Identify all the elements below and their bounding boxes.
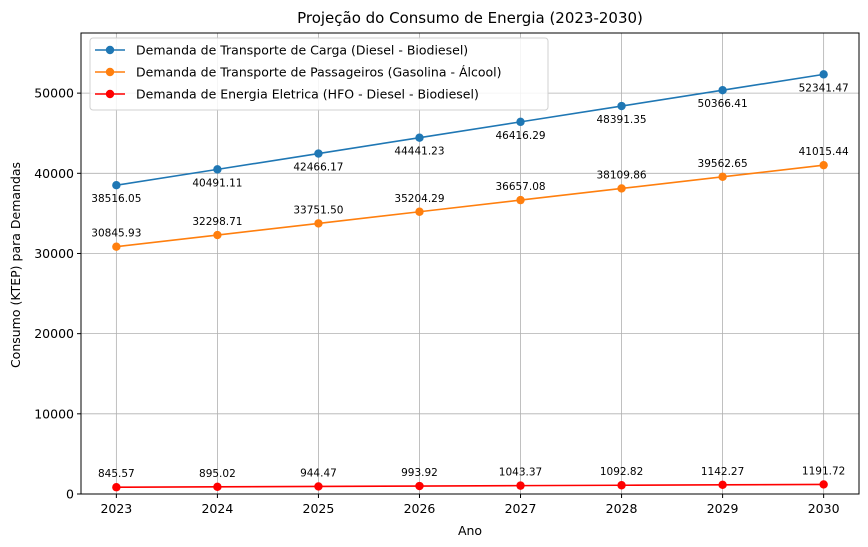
legend-entry: Demanda de Transporte de Passageiros (Ga…: [136, 65, 502, 80]
data-point: [819, 70, 828, 79]
plot-frame: [80, 32, 860, 495]
x-tick-label: 2023: [100, 501, 132, 516]
data-point: [112, 181, 121, 190]
data-label: 1092.82: [600, 466, 643, 478]
data-point: [516, 195, 525, 205]
data-label: 993.92: [401, 467, 438, 479]
x-tick-label: 2029: [707, 501, 739, 516]
data-label: 52341.47: [799, 82, 849, 94]
y-tick-label: 0: [66, 487, 74, 502]
data-point: [314, 149, 323, 158]
data-label: 46416.29: [495, 130, 545, 142]
x-axis-ticks: 2023 2024 2025 2026 2027 2028 2029 2030: [100, 494, 840, 516]
data-label: 50366.41: [698, 98, 748, 110]
y-tick-label: 20000: [34, 326, 74, 341]
series-line: [116, 73, 824, 186]
data-label: 40491.11: [192, 177, 242, 189]
data-point: [617, 184, 626, 193]
data-label: 32298.71: [192, 216, 242, 228]
data-point: [415, 207, 424, 216]
data-point: [819, 160, 828, 170]
data-point: [617, 481, 626, 490]
data-label: 38109.86: [597, 169, 647, 181]
y-tick-label: 30000: [34, 246, 74, 261]
y-axis-ticks: 0 10000 20000 30000 40000 50000: [34, 86, 81, 502]
legend-entry: Demanda de Energia Eletrica (HFO - Diese…: [136, 87, 479, 102]
x-tick-label: 2027: [505, 501, 537, 516]
data-point: [819, 480, 828, 489]
legend-entry: Demanda de Transporte de Carga (Diesel -…: [136, 43, 468, 58]
data-point: [415, 481, 424, 491]
data-point: [314, 219, 323, 228]
y-tick-label: 50000: [34, 86, 74, 101]
data-label: 35204.29: [394, 193, 444, 205]
data-point: [718, 480, 727, 490]
data-label: 33751.50: [293, 204, 343, 216]
data-label: 1043.37: [499, 467, 542, 479]
data-label: 41015.44: [799, 146, 849, 158]
data-label: 944.47: [300, 467, 337, 479]
data-label: 1142.27: [701, 466, 744, 478]
data-point: [213, 230, 222, 240]
y-axis-label: Consumo (KTEP) para Demandas: [8, 162, 23, 368]
data-label: 39562.65: [698, 158, 748, 170]
series-line: [116, 164, 824, 248]
data-point: [213, 165, 222, 174]
data-point: [112, 483, 121, 492]
data-label: 48391.35: [597, 114, 647, 126]
series-line: [116, 483, 824, 489]
x-tick-label: 2028: [606, 501, 638, 516]
data-label: 44441.23: [394, 146, 444, 158]
legend-marker: [105, 67, 115, 77]
data-labels: 38516.05 40491.11 42466.17 44441.23 46416.29…: [91, 82, 849, 480]
data-point: [516, 117, 525, 127]
data-point: [617, 101, 626, 111]
data-label: 30845.93: [91, 228, 141, 240]
x-tick-label: 2026: [404, 501, 436, 516]
legend-marker: [105, 45, 115, 55]
x-axis-label: Ano: [458, 523, 482, 538]
y-tick-label: 10000: [34, 406, 74, 421]
data-point: [718, 85, 727, 95]
data-point: [314, 482, 323, 491]
legend-marker: [105, 89, 115, 99]
data-label: 895.02: [199, 468, 236, 480]
legend: Demanda de Transporte de Carga (Diesel -…: [89, 37, 549, 111]
x-tick-label: 2024: [201, 501, 233, 516]
series-layer: [112, 70, 828, 492]
legend-box: [89, 37, 549, 111]
x-tick-label: 2030: [808, 501, 840, 516]
y-tick-label: 40000: [34, 166, 74, 181]
data-point: [415, 133, 424, 142]
data-label: 845.57: [98, 468, 135, 480]
data-label: 42466.17: [293, 162, 343, 174]
data-point: [516, 481, 525, 490]
data-point: [718, 172, 727, 182]
data-point: [213, 482, 222, 492]
data-point: [112, 242, 121, 251]
chart-title: Projeção do Consumo de Energia (2023-203…: [297, 9, 643, 27]
data-label: 38516.05: [91, 193, 141, 205]
x-tick-label: 2025: [303, 501, 335, 516]
data-label: 36657.08: [495, 181, 545, 193]
data-label: 1191.72: [802, 465, 845, 477]
